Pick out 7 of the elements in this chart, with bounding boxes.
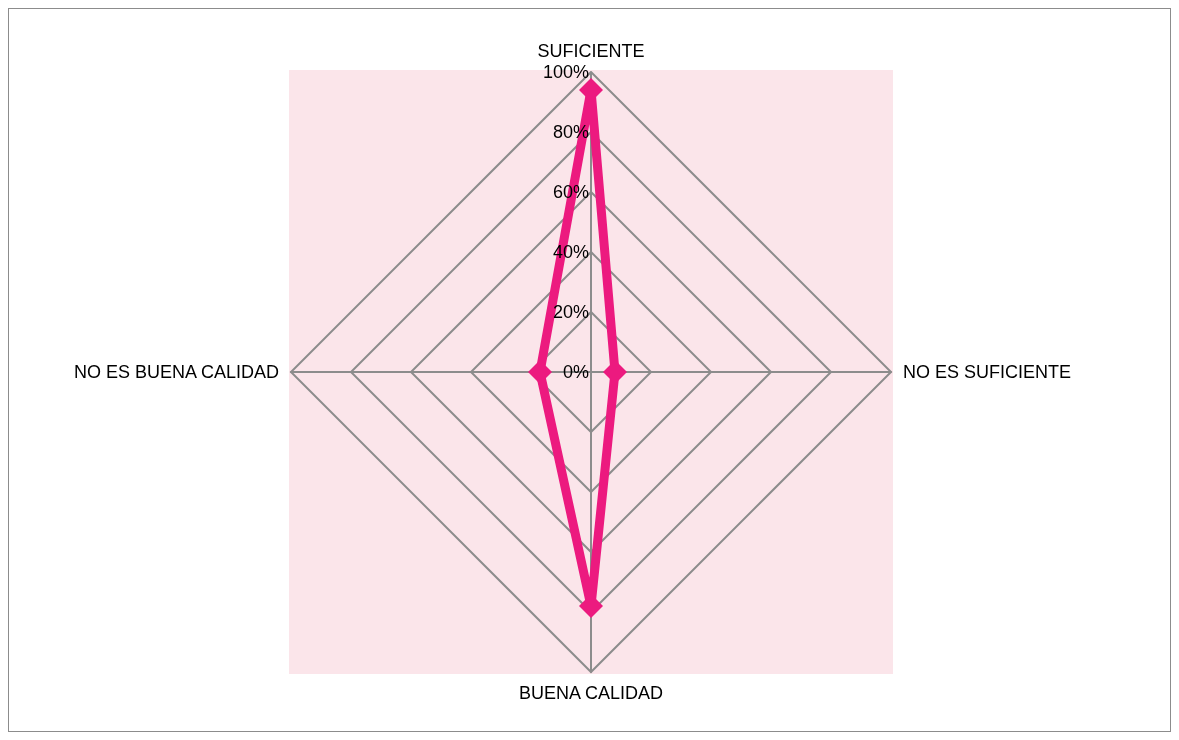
spoke-label: NO ES BUENA CALIDAD	[73, 362, 279, 382]
spoke-label: NO ES SUFICIENTE	[903, 362, 1072, 382]
spoke-label: SUFICIENTE	[537, 41, 645, 61]
y-tick-label: 100%	[542, 62, 589, 82]
y-tick-label: 20%	[552, 302, 589, 322]
spoke-label: BUENA CALIDAD	[518, 683, 664, 703]
y-tick-label: 0%	[562, 362, 589, 382]
